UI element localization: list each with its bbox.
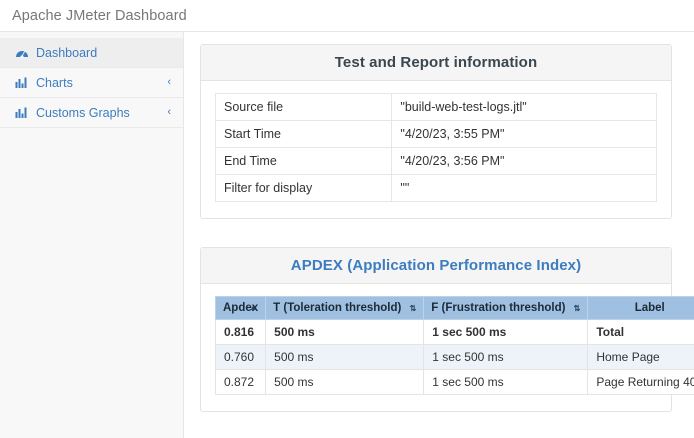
- table-row: Filter for display "": [214, 174, 657, 202]
- sidebar-item-dashboard[interactable]: Dashboard: [0, 38, 183, 68]
- info-key: End Time: [214, 147, 393, 175]
- cell-frustration: 1 sec 500 ms: [423, 344, 589, 370]
- apdex-panel: APDEX (Application Performance Index) Ap…: [200, 247, 694, 412]
- test-info-panel-title: Test and Report information: [334, 54, 538, 71]
- info-key: Filter for display: [214, 174, 393, 202]
- apdex-table: Apdex ▲ T (Toleration threshold) ⇅ F (Fr…: [214, 296, 694, 395]
- sort-ascending-icon: ▲: [249, 303, 258, 312]
- chevron-left-icon[interactable]: ‹: [167, 106, 171, 118]
- column-header-label: Label: [634, 302, 665, 314]
- apdex-table-header-row: Apdex ▲ T (Toleration threshold) ⇅ F (Fr…: [214, 296, 694, 320]
- test-info-panel-body: Source file "build-web-test-logs.jtl" St…: [201, 81, 671, 218]
- cell-label: Total: [587, 319, 694, 345]
- test-info-panel: Test and Report information Source file …: [200, 44, 672, 219]
- sort-both-icon: ⇅: [409, 304, 417, 313]
- cell-toleration: 500 ms: [265, 344, 425, 370]
- table-row: 0.872 500 ms 1 sec 500 ms Page Returning…: [214, 369, 694, 395]
- sidebar: Dashboard Charts ‹: [0, 32, 184, 438]
- apdex-panel-heading: APDEX (Application Performance Index): [201, 248, 671, 284]
- table-row: Source file "build-web-test-logs.jtl": [214, 93, 657, 121]
- info-value: "4/20/23, 3:56 PM": [391, 147, 657, 175]
- speedometer-icon: [14, 46, 29, 59]
- sidebar-item-label: Charts: [36, 75, 73, 90]
- cell-apdex: 0.816: [214, 319, 267, 345]
- app-header: Apache JMeter Dashboard: [0, 0, 694, 32]
- sidebar-item-label: Dashboard: [36, 45, 98, 60]
- apdex-panel-body: Apdex ▲ T (Toleration threshold) ⇅ F (Fr…: [201, 284, 694, 411]
- cell-apdex: 0.872: [214, 369, 267, 395]
- column-header-label: T (Toleration threshold): [273, 302, 402, 314]
- bar-chart-icon: [14, 106, 29, 119]
- test-info-table: Source file "build-web-test-logs.jtl" St…: [214, 93, 657, 202]
- cell-frustration: 1 sec 500 ms: [423, 319, 589, 345]
- table-row: 0.760 500 ms 1 sec 500 ms Home Page: [214, 344, 694, 370]
- info-value: "": [391, 174, 657, 202]
- cell-label: Home Page: [587, 344, 694, 370]
- info-value: "build-web-test-logs.jtl": [391, 93, 657, 121]
- sidebar-item-label: Customs Graphs: [36, 105, 130, 120]
- info-key: Start Time: [214, 120, 393, 148]
- cell-apdex: 0.760: [214, 344, 267, 370]
- test-info-panel-heading: Test and Report information: [201, 45, 671, 81]
- column-header-toleration[interactable]: T (Toleration threshold) ⇅: [265, 296, 425, 320]
- cell-toleration: 500 ms: [265, 369, 425, 395]
- chevron-left-icon[interactable]: ‹: [167, 76, 171, 88]
- column-header-frustration[interactable]: F (Frustration threshold) ⇅: [423, 296, 589, 320]
- cell-frustration: 1 sec 500 ms: [423, 369, 589, 395]
- column-header-label: F (Frustration threshold): [431, 302, 566, 314]
- sort-both-icon: ⇅: [573, 304, 581, 313]
- column-header-apdex[interactable]: Apdex ▲: [214, 296, 267, 320]
- column-header-label: Apdex: [223, 302, 259, 314]
- table-row: End Time "4/20/23, 3:56 PM": [214, 147, 657, 175]
- app-title: Apache JMeter Dashboard: [12, 7, 187, 24]
- cell-toleration: 500 ms: [265, 319, 425, 345]
- sidebar-item-charts[interactable]: Charts ‹: [0, 68, 183, 98]
- info-key: Source file: [214, 93, 393, 121]
- bar-chart-icon: [14, 76, 29, 89]
- apdex-panel-title: APDEX (Application Performance Index): [290, 257, 582, 274]
- app-shell: Dashboard Charts ‹: [0, 32, 694, 438]
- sidebar-item-customs-graphs[interactable]: Customs Graphs ‹: [0, 98, 183, 128]
- column-header-label-col[interactable]: Label ⇅: [587, 296, 694, 320]
- table-row: 0.816 500 ms 1 sec 500 ms Total: [214, 319, 694, 345]
- main-content: Test and Report information Source file …: [184, 32, 694, 438]
- table-row: Start Time "4/20/23, 3:55 PM": [214, 120, 657, 148]
- cell-label: Page Returning 404: [587, 369, 694, 395]
- info-value: "4/20/23, 3:55 PM": [391, 120, 657, 148]
